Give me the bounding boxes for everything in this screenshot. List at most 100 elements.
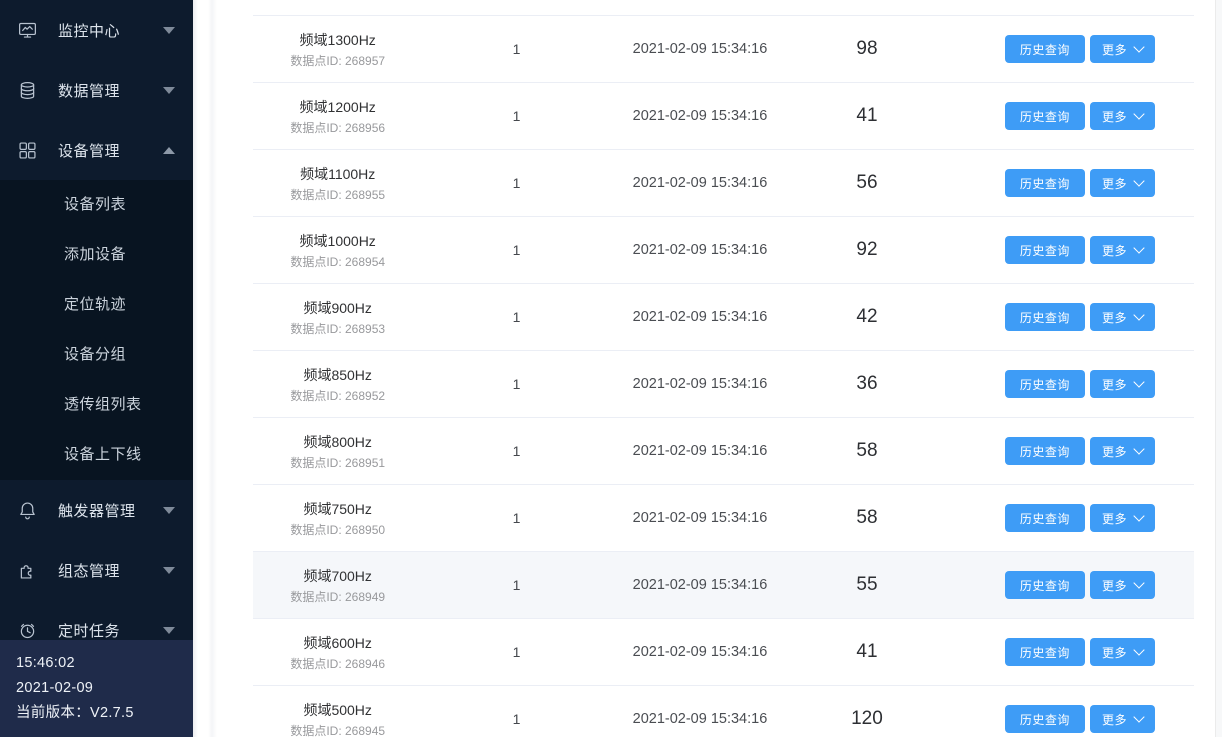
datapoint-id: 数据点ID: 268957 (290, 53, 386, 68)
more-button[interactable]: 更多 (1089, 236, 1155, 264)
datapoint-value: 36 (856, 373, 878, 394)
clock-icon (16, 619, 38, 641)
datapoint-value: 120 (851, 708, 883, 729)
more-button[interactable]: 更多 (1089, 638, 1155, 666)
actions-cell: 历史查询 更多 (945, 236, 1194, 264)
history-query-button[interactable]: 历史查询 (1004, 35, 1085, 63)
chevron-down-icon (1133, 175, 1145, 187)
sidebar-item-device-online-offline[interactable]: 设备上下线 (64, 446, 142, 463)
more-button[interactable]: 更多 (1089, 169, 1155, 197)
table-row: 频域900Hz 数据点ID: 268953 1 2021-02-09 15:34… (253, 283, 1194, 350)
sidebar-item-scheduled-tasks[interactable]: 定时任务 (0, 600, 193, 660)
history-query-button[interactable]: 历史查询 (1004, 303, 1085, 331)
history-query-button[interactable]: 历史查询 (1004, 437, 1085, 465)
datapoint-count: 1 (512, 376, 521, 392)
sidebar-item-device-group[interactable]: 设备分组 (64, 346, 127, 363)
chevron-down-icon (163, 86, 175, 94)
datapoint-timestamp: 2021-02-09 15:34:16 (632, 376, 768, 392)
sidebar-item-add-device[interactable]: 添加设备 (64, 246, 127, 263)
datapoint-value: 58 (856, 440, 878, 461)
chevron-down-icon (163, 506, 175, 514)
datapoint-table: 频域1300Hz 数据点ID: 268957 1 2021-02-09 15:3… (253, 15, 1194, 752)
datapoint-count: 1 (512, 644, 521, 660)
more-button-label: 更多 (1101, 645, 1127, 660)
sidebar-item-data-management[interactable]: 数据管理 (0, 60, 193, 120)
name-cell: 频域1300Hz 数据点ID: 268957 (253, 31, 422, 68)
datapoint-value: 55 (856, 574, 878, 595)
history-query-button[interactable]: 历史查询 (1004, 169, 1085, 197)
datapoint-timestamp: 2021-02-09 15:34:16 (632, 711, 768, 727)
actions-cell: 历史查询 更多 (945, 638, 1194, 666)
sidebar-item-label: 监控中心 (58, 22, 121, 40)
datapoint-name: 频域850Hz (303, 366, 372, 383)
more-button-label: 更多 (1101, 176, 1127, 191)
grid-icon (16, 139, 38, 161)
more-button-label: 更多 (1101, 310, 1127, 325)
chevron-down-icon (1133, 309, 1145, 321)
history-query-button[interactable]: 历史查询 (1004, 705, 1085, 733)
sidebar-item-location-track[interactable]: 定位轨迹 (64, 296, 127, 313)
more-button[interactable]: 更多 (1089, 102, 1155, 130)
datapoint-name: 频域1100Hz (300, 165, 376, 182)
history-query-button[interactable]: 历史查询 (1004, 236, 1085, 264)
datapoint-count: 1 (512, 510, 521, 526)
sidebar-item-passthrough-group-list[interactable]: 透传组列表 (64, 396, 142, 413)
table-row: 频域1100Hz 数据点ID: 268955 1 2021-02-09 15:3… (253, 149, 1194, 216)
datapoint-value: 92 (856, 239, 878, 260)
datapoint-count: 1 (512, 242, 521, 258)
actions-cell: 历史查询 更多 (945, 35, 1194, 63)
content-left-shadow (193, 0, 217, 737)
chevron-down-icon (1133, 577, 1145, 589)
history-query-button[interactable]: 历史查询 (1004, 370, 1085, 398)
datapoint-value: 58 (856, 507, 878, 528)
vertical-scrollbar[interactable] (1215, 0, 1222, 737)
sidebar-item-monitoring-center[interactable]: 监控中心 (0, 0, 193, 60)
name-cell: 频域750Hz 数据点ID: 268950 (253, 500, 422, 537)
datapoint-timestamp: 2021-02-09 15:34:16 (632, 108, 768, 124)
bell-icon (16, 499, 38, 521)
chevron-down-icon (1133, 242, 1145, 254)
name-cell: 频域1000Hz 数据点ID: 268954 (253, 232, 422, 269)
sidebar-item-configuration-management[interactable]: 组态管理 (0, 540, 193, 600)
datapoint-name: 频域750Hz (303, 500, 372, 517)
datapoint-id: 数据点ID: 268954 (290, 254, 386, 269)
sidebar-item-label: 定时任务 (58, 622, 121, 640)
datapoint-timestamp: 2021-02-09 15:34:16 (632, 175, 768, 191)
name-cell: 频域500Hz 数据点ID: 268945 (253, 701, 422, 738)
more-button[interactable]: 更多 (1089, 504, 1155, 532)
more-button[interactable]: 更多 (1089, 35, 1155, 63)
name-cell: 频域850Hz 数据点ID: 268952 (253, 366, 422, 403)
chevron-down-icon (1133, 510, 1145, 522)
datapoint-timestamp: 2021-02-09 15:34:16 (632, 577, 768, 593)
table-row: 频域1000Hz 数据点ID: 268954 1 2021-02-09 15:3… (253, 216, 1194, 283)
datapoint-name: 频域800Hz (303, 433, 372, 450)
more-button[interactable]: 更多 (1089, 437, 1155, 465)
datapoint-count: 1 (512, 108, 521, 124)
sidebar-item-device-list[interactable]: 设备列表 (64, 196, 127, 213)
sidebar-item-label: 触发器管理 (58, 502, 136, 520)
datapoint-timestamp: 2021-02-09 15:34:16 (632, 41, 768, 57)
chevron-down-icon (1133, 443, 1145, 455)
sidebar-item-trigger-management[interactable]: 触发器管理 (0, 480, 193, 540)
history-query-button[interactable]: 历史查询 (1004, 571, 1085, 599)
chevron-up-icon (163, 146, 175, 154)
history-query-button[interactable]: 历史查询 (1004, 638, 1085, 666)
device-management-submenu: 设备列表 添加设备 定位轨迹 设备分组 透传组列表 设备上下线 (0, 180, 193, 480)
more-button[interactable]: 更多 (1089, 571, 1155, 599)
more-button[interactable]: 更多 (1089, 370, 1155, 398)
more-button[interactable]: 更多 (1089, 303, 1155, 331)
actions-cell: 历史查询 更多 (945, 571, 1194, 599)
sidebar: 监控中心 数据管理 设备管理 设备列表 添加设备 定位轨迹 设备分组 透传组列表… (0, 0, 193, 737)
table-row: 频域850Hz 数据点ID: 268952 1 2021-02-09 15:34… (253, 350, 1194, 417)
datapoint-count: 1 (512, 175, 521, 191)
history-query-button[interactable]: 历史查询 (1004, 102, 1085, 130)
name-cell: 频域800Hz 数据点ID: 268951 (253, 433, 422, 470)
history-query-button[interactable]: 历史查询 (1004, 504, 1085, 532)
more-button-label: 更多 (1101, 444, 1127, 459)
current-date: 2021-02-09 (16, 680, 94, 696)
chevron-down-icon (163, 566, 175, 574)
datapoint-timestamp: 2021-02-09 15:34:16 (632, 644, 768, 660)
sidebar-item-device-management[interactable]: 设备管理 (0, 120, 193, 180)
more-button[interactable]: 更多 (1089, 705, 1155, 733)
table-row: 频域800Hz 数据点ID: 268951 1 2021-02-09 15:34… (253, 417, 1194, 484)
